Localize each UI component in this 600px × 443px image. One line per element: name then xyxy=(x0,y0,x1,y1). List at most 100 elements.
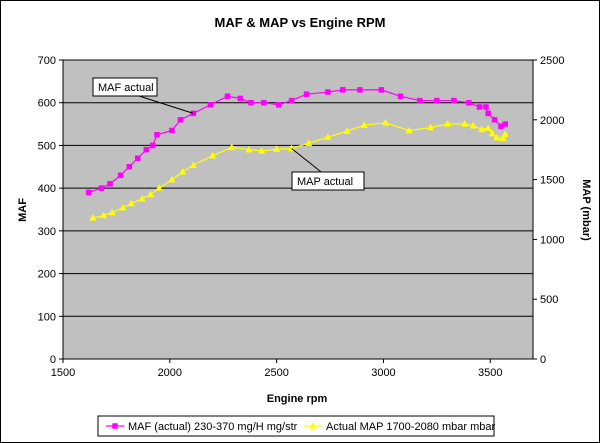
annotation-box xyxy=(291,171,365,191)
series-1 xyxy=(85,87,508,196)
data-point xyxy=(127,199,135,207)
data-point xyxy=(179,167,187,175)
data-point xyxy=(189,161,197,168)
legend-item-1: MAF (actual) 230-370 mg/H mg/str xyxy=(106,421,298,433)
legend-label: Actual MAP 1700-2080 mbar mbar xyxy=(326,421,495,433)
data-point xyxy=(245,145,253,153)
data-point xyxy=(499,134,507,142)
annotation-maf: MAF actual xyxy=(92,77,194,114)
plot-background xyxy=(62,59,534,360)
series-layer xyxy=(85,87,509,221)
x-tick-label: 2000 xyxy=(158,367,182,379)
data-point xyxy=(207,102,214,108)
data-point xyxy=(325,89,331,95)
data-point xyxy=(305,139,313,146)
y2-tick-label: 1500 xyxy=(540,175,564,187)
data-point xyxy=(434,97,440,104)
x-tick-label: 3000 xyxy=(371,367,395,379)
data-point xyxy=(501,130,509,137)
data-point xyxy=(478,125,486,133)
annotations: MAF actual MAP actual xyxy=(92,77,365,191)
y-tick-label: 300 xyxy=(38,226,56,238)
data-point xyxy=(146,190,155,198)
x-tick-label: 2500 xyxy=(264,367,288,379)
x-tick-label: 3500 xyxy=(478,367,502,379)
data-point xyxy=(208,151,217,159)
data-point xyxy=(228,143,236,151)
data-point xyxy=(154,132,160,138)
data-point xyxy=(360,121,368,128)
data-point xyxy=(143,146,150,153)
data-point xyxy=(168,175,176,183)
y-tick-label: 200 xyxy=(38,269,56,281)
data-point xyxy=(224,93,231,100)
y2-tick-label: 2000 xyxy=(540,115,564,127)
data-point xyxy=(273,145,281,152)
y2-tick-label: 1000 xyxy=(540,234,564,246)
data-point xyxy=(258,146,266,154)
y-tick-label: 500 xyxy=(38,140,56,152)
data-point xyxy=(426,123,435,131)
data-point xyxy=(155,183,163,191)
data-point xyxy=(476,104,483,110)
legend-item-2: Actual MAP 1700-2080 mbar mbar xyxy=(304,421,495,433)
y-tick-label: 700 xyxy=(38,55,56,67)
data-point xyxy=(237,95,244,102)
data-point xyxy=(303,91,310,97)
chart-title: MAF & MAP vs Engine RPM xyxy=(215,15,386,30)
y-axis-label: MAF xyxy=(17,198,29,222)
data-point xyxy=(126,164,132,170)
data-point xyxy=(484,124,492,131)
data-point xyxy=(99,211,108,219)
annotation-map: MAP actual xyxy=(291,148,365,191)
data-point xyxy=(405,126,413,134)
data-point xyxy=(443,119,452,127)
data-point xyxy=(340,87,346,93)
data-point xyxy=(85,189,92,196)
plot-area xyxy=(62,59,534,360)
data-point xyxy=(135,155,141,161)
y-tick-label: 0 xyxy=(50,354,56,366)
data-point xyxy=(288,97,295,104)
data-point xyxy=(397,93,404,100)
data-point xyxy=(483,104,489,110)
data-point xyxy=(107,181,113,187)
data-point xyxy=(466,99,472,106)
series-2 xyxy=(89,118,509,221)
annotation-label: MAP actual xyxy=(297,176,353,188)
data-point xyxy=(488,129,497,137)
data-point xyxy=(381,118,390,126)
y2-tick-label: 2500 xyxy=(540,55,564,67)
data-point xyxy=(119,203,127,211)
data-point xyxy=(261,99,267,106)
legend: MAF (actual) 230-370 mg/H mg/str Actual M… xyxy=(97,415,495,437)
data-point xyxy=(324,133,332,140)
annotation-leader xyxy=(138,95,194,114)
legend-box xyxy=(97,415,495,437)
data-point xyxy=(343,127,351,134)
data-point xyxy=(451,97,457,104)
data-point xyxy=(485,110,491,117)
data-point xyxy=(378,87,385,93)
legend-swatch-marker xyxy=(112,423,118,429)
tick-labels: 1500 2000 2500 3000 3500 0 100 200 300 400 500 600 7… xyxy=(38,55,565,379)
data-point xyxy=(491,117,498,123)
y2-axis-label: MAP (mbar) xyxy=(580,179,592,241)
annotation-label: MAF actual xyxy=(98,82,154,94)
y-tick-label: 600 xyxy=(38,98,56,110)
data-point xyxy=(461,119,469,127)
y2-tick-label: 0 xyxy=(540,354,546,366)
x-tick-label: 1500 xyxy=(51,367,75,379)
data-point xyxy=(469,121,477,129)
data-point xyxy=(108,208,116,216)
y-tick-label: 100 xyxy=(38,311,56,323)
annotation-box xyxy=(92,77,158,97)
data-point xyxy=(357,87,363,93)
data-point xyxy=(98,185,105,191)
data-point xyxy=(493,133,501,141)
y2-tick-label: 500 xyxy=(540,294,558,306)
data-point xyxy=(89,213,97,221)
data-point xyxy=(149,142,156,149)
legend-label: MAF (actual) 230-370 mg/H mg/str xyxy=(128,421,298,433)
